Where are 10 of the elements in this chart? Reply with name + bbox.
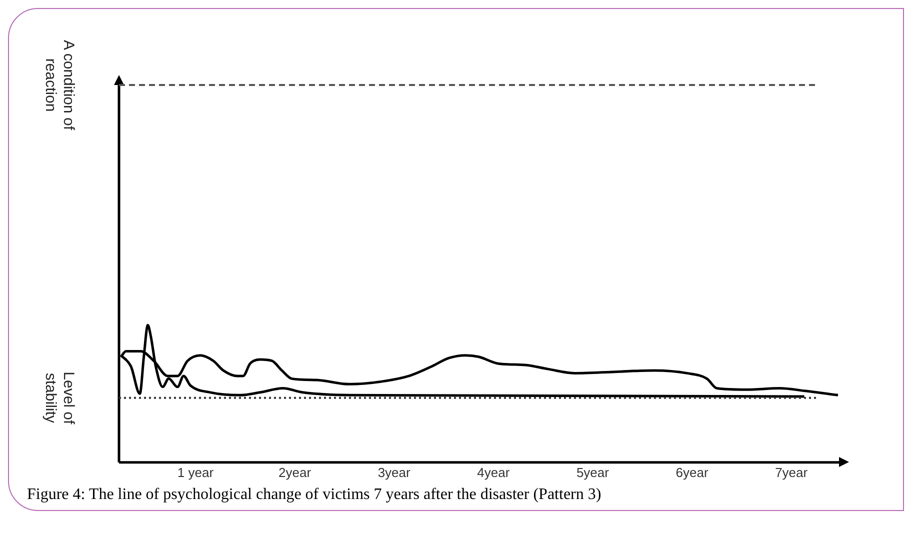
ref-line-label: A condition of reaction	[42, 40, 77, 131]
x-tick-label: 4year	[477, 464, 510, 480]
x-tick-label: 2year	[278, 464, 312, 480]
x-tick-label: 3year	[378, 464, 412, 480]
x-tick-label: 1 year	[177, 464, 214, 480]
x-tick-label: 7year	[775, 464, 808, 480]
caption: Figure 4: The line of psychological change of victims 7 years after the disaster (Pattern 3)	[26, 485, 602, 505]
x-tick-label: 5year	[576, 464, 610, 480]
ref-line-label: Level of stability	[42, 372, 77, 425]
x-tick-label: 6year	[676, 464, 709, 480]
